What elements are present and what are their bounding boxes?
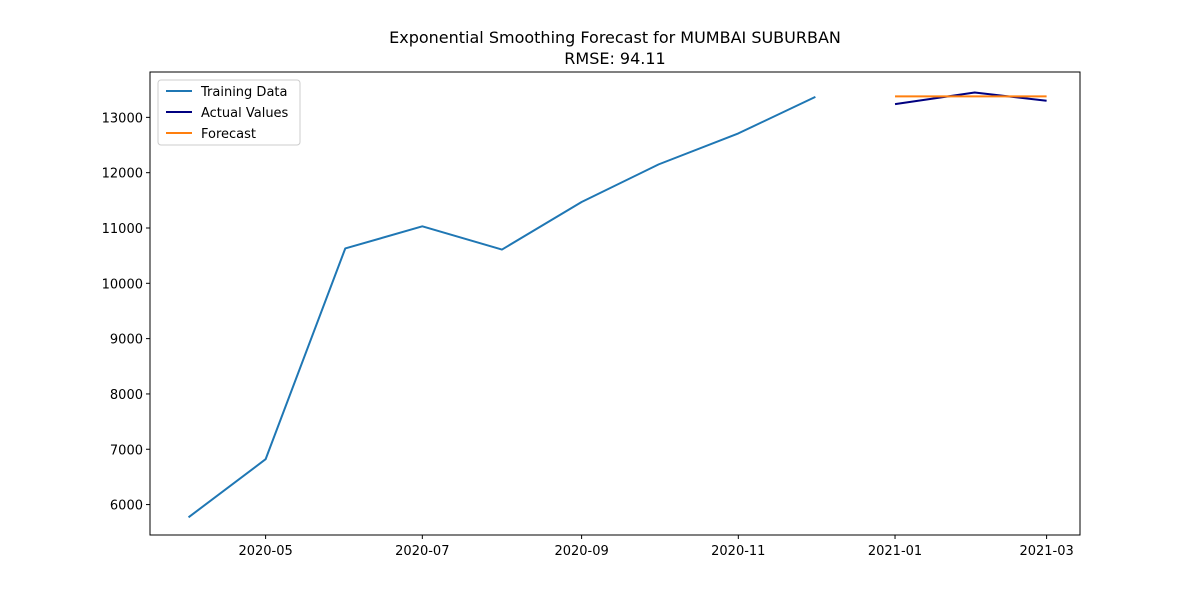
plot-frame bbox=[149, 71, 1081, 536]
legend-label: Actual Values bbox=[201, 106, 289, 121]
chart-subtitle: RMSE: 94.11 bbox=[564, 49, 665, 68]
y-tick-label: 9000 bbox=[110, 333, 143, 348]
series-line-training-data bbox=[187, 95, 816, 519]
y-tick-label: 6000 bbox=[110, 499, 143, 514]
x-tick-label: 2020-05 bbox=[238, 544, 292, 559]
y-tick-label: 7000 bbox=[110, 443, 143, 458]
legend-label: Forecast bbox=[201, 127, 256, 142]
chart-title: Exponential Smoothing Forecast for MUMBA… bbox=[389, 28, 841, 47]
series-line-actual-values bbox=[894, 91, 1047, 106]
legend-box bbox=[157, 79, 301, 146]
y-tick-label: 11000 bbox=[102, 222, 143, 237]
x-tick-label: 2020-11 bbox=[711, 544, 765, 559]
x-tick-label: 2020-07 bbox=[395, 544, 449, 559]
x-tick-label: 2021-01 bbox=[868, 544, 922, 559]
y-tick-label: 8000 bbox=[110, 388, 143, 403]
x-tick-label: 2020-09 bbox=[554, 544, 608, 559]
x-tick-label: 2021-03 bbox=[1019, 544, 1073, 559]
y-tick-label: 12000 bbox=[102, 167, 143, 182]
y-tick-label: 10000 bbox=[102, 277, 143, 292]
legend-label: Training Data bbox=[200, 85, 287, 100]
y-tick-label: 13000 bbox=[102, 111, 143, 126]
